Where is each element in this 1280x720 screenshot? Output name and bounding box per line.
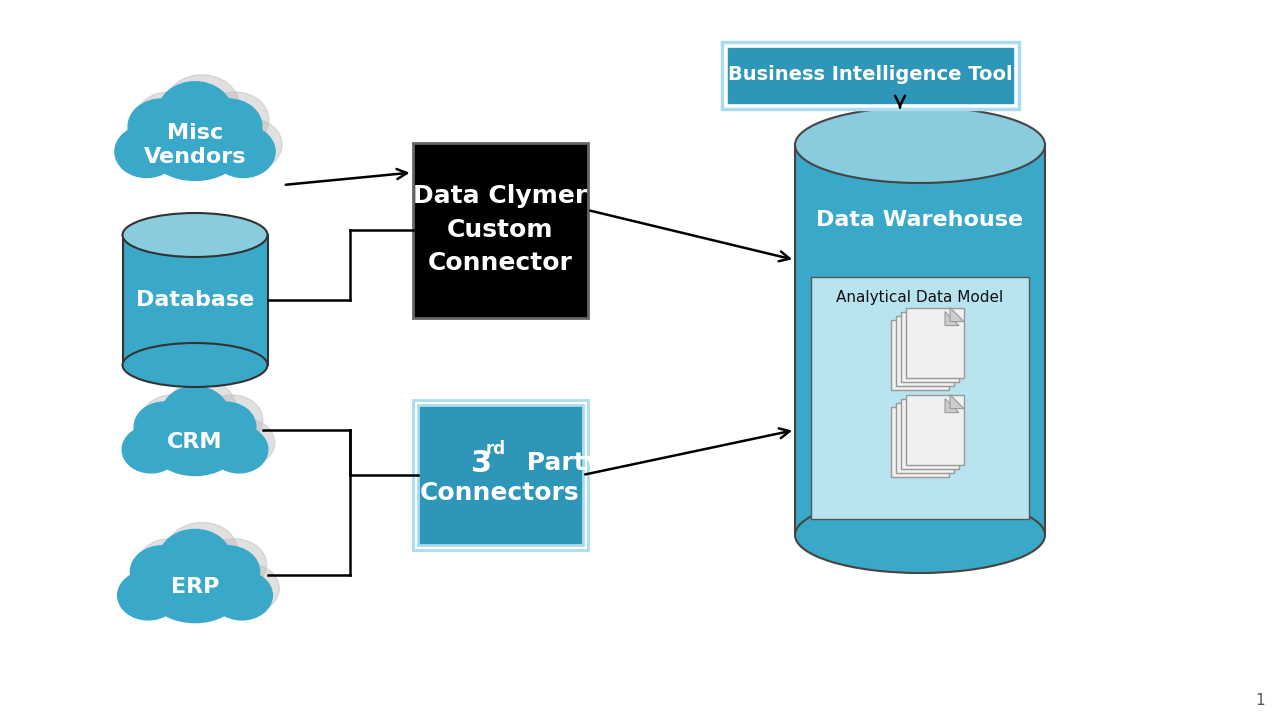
- Polygon shape: [123, 235, 268, 365]
- Ellipse shape: [136, 92, 202, 147]
- Text: Business Intelligence Tool: Business Intelligence Tool: [728, 66, 1012, 84]
- Text: Database: Database: [136, 290, 255, 310]
- Polygon shape: [950, 395, 964, 409]
- Polygon shape: [940, 402, 954, 417]
- Ellipse shape: [151, 126, 239, 181]
- Polygon shape: [891, 407, 948, 477]
- Polygon shape: [901, 312, 959, 382]
- Ellipse shape: [123, 343, 268, 387]
- Polygon shape: [795, 145, 1044, 535]
- Ellipse shape: [219, 119, 282, 171]
- Polygon shape: [412, 143, 588, 318]
- Ellipse shape: [122, 119, 186, 171]
- Polygon shape: [727, 48, 1012, 102]
- Text: Connectors: Connectors: [420, 481, 580, 505]
- Ellipse shape: [195, 402, 256, 451]
- Polygon shape: [722, 42, 1019, 109]
- Ellipse shape: [166, 523, 238, 580]
- Ellipse shape: [795, 497, 1044, 573]
- Ellipse shape: [195, 546, 260, 598]
- Polygon shape: [812, 277, 1029, 519]
- Ellipse shape: [122, 426, 179, 473]
- Text: CRM: CRM: [168, 432, 223, 452]
- Ellipse shape: [137, 539, 202, 590]
- Polygon shape: [906, 307, 964, 377]
- Text: Misc
Vendors: Misc Vendors: [143, 122, 246, 167]
- Ellipse shape: [211, 126, 275, 178]
- Ellipse shape: [128, 99, 195, 154]
- Ellipse shape: [124, 564, 186, 613]
- Polygon shape: [896, 315, 954, 386]
- Polygon shape: [896, 402, 954, 472]
- Ellipse shape: [152, 571, 238, 623]
- Text: Data Warehouse: Data Warehouse: [817, 210, 1024, 230]
- Ellipse shape: [155, 426, 236, 475]
- Polygon shape: [906, 395, 964, 464]
- Polygon shape: [940, 315, 954, 330]
- Ellipse shape: [157, 119, 246, 174]
- Text: Data Clymer
Custom
Connector: Data Clymer Custom Connector: [413, 184, 588, 276]
- Ellipse shape: [211, 571, 273, 620]
- Polygon shape: [901, 399, 959, 469]
- Ellipse shape: [160, 564, 244, 616]
- Polygon shape: [412, 400, 588, 550]
- Ellipse shape: [159, 529, 230, 587]
- Text: Party: Party: [518, 451, 602, 475]
- Ellipse shape: [134, 402, 195, 451]
- Ellipse shape: [115, 126, 178, 178]
- Polygon shape: [934, 407, 948, 420]
- Ellipse shape: [141, 395, 202, 444]
- Text: Analytical Data Model: Analytical Data Model: [836, 289, 1004, 305]
- Ellipse shape: [202, 395, 262, 444]
- Polygon shape: [950, 307, 964, 322]
- Ellipse shape: [157, 82, 232, 143]
- Polygon shape: [417, 405, 582, 545]
- Ellipse shape: [202, 92, 269, 147]
- Ellipse shape: [218, 419, 275, 466]
- Ellipse shape: [129, 419, 187, 466]
- Text: 3: 3: [471, 449, 493, 477]
- Ellipse shape: [218, 564, 279, 613]
- Text: rd: rd: [486, 440, 506, 458]
- Ellipse shape: [210, 426, 268, 473]
- Ellipse shape: [795, 107, 1044, 183]
- Polygon shape: [934, 320, 948, 333]
- Ellipse shape: [195, 99, 262, 154]
- Ellipse shape: [118, 571, 179, 620]
- Ellipse shape: [123, 213, 268, 257]
- Ellipse shape: [161, 387, 229, 441]
- Polygon shape: [891, 320, 948, 390]
- Ellipse shape: [169, 379, 236, 434]
- Text: ERP: ERP: [170, 577, 219, 597]
- Ellipse shape: [131, 546, 195, 598]
- Ellipse shape: [202, 539, 266, 590]
- Ellipse shape: [163, 419, 242, 469]
- Polygon shape: [945, 312, 959, 325]
- Text: 1: 1: [1256, 693, 1265, 708]
- Polygon shape: [945, 399, 959, 413]
- Ellipse shape: [165, 75, 239, 135]
